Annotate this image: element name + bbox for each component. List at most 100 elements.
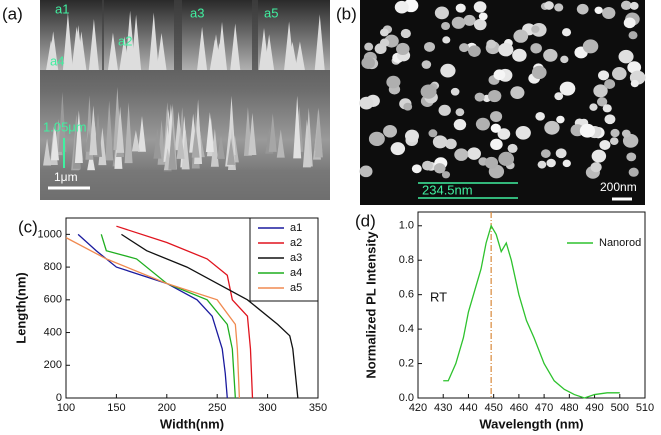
nanorod-top — [493, 69, 506, 80]
inset-label: a4 — [50, 53, 64, 68]
nanorod-top — [554, 92, 564, 101]
spike — [51, 123, 60, 161]
spike — [181, 129, 190, 170]
nanorod-top — [513, 29, 529, 43]
nanorod-top — [422, 160, 433, 171]
spike — [191, 125, 200, 158]
nanorod-top — [579, 123, 596, 138]
nanorod-top — [510, 86, 525, 99]
panel-label: (b) — [336, 4, 357, 23]
nanorod-top — [475, 117, 490, 131]
x-tick-label: 300 — [258, 402, 276, 414]
nanorod-top — [546, 158, 556, 168]
nanorod-top — [562, 159, 571, 168]
x-tick-label: 450 — [484, 402, 502, 414]
x-tick-label: 510 — [636, 402, 654, 414]
nanorod-top — [403, 102, 413, 111]
nanorod-top — [554, 3, 564, 12]
nanorod-top — [386, 75, 401, 89]
nanorod-top — [455, 108, 465, 117]
y-tick-label: 1000 — [38, 228, 62, 240]
spike — [46, 40, 57, 70]
nanorod-top — [440, 63, 456, 78]
size-label: 234.5nm — [422, 182, 473, 197]
spike — [205, 112, 214, 152]
nanorod-top — [455, 3, 466, 13]
nanorod-top — [441, 171, 451, 179]
y-axis-title: Normalized PL Intensity — [363, 231, 378, 379]
nanorod-top — [421, 60, 432, 69]
nanorod-top — [467, 147, 481, 160]
nanorod-top — [591, 149, 607, 163]
nanorod-top — [450, 87, 460, 96]
scale-label: 200nm — [600, 180, 637, 194]
spike — [88, 18, 99, 70]
spike — [43, 138, 52, 166]
nanorod-top — [515, 125, 531, 140]
nanorod-top — [593, 84, 608, 98]
spike — [107, 32, 118, 70]
nanorod-spikes — [43, 10, 325, 172]
nanorod-top — [582, 39, 599, 54]
x-tick-label: 250 — [208, 402, 226, 414]
nanorod-top — [621, 129, 631, 138]
nanorod-top — [544, 120, 560, 135]
spike — [314, 109, 323, 158]
nanorod-top — [359, 165, 373, 178]
nanorod-top — [490, 138, 503, 151]
y-tick-label: 0.8 — [399, 254, 414, 266]
nanorod-top — [487, 90, 502, 103]
nanorod-top — [596, 97, 608, 107]
nanorod-top — [368, 131, 385, 147]
spike — [210, 128, 219, 167]
inset-label: a1 — [55, 1, 69, 16]
nanorod-top — [445, 138, 457, 150]
legend-label: a3 — [290, 252, 302, 264]
nanorod-top — [404, 129, 420, 143]
spike — [197, 26, 208, 71]
nanorod-top — [628, 31, 638, 40]
nanorod-top — [473, 18, 487, 31]
legend-label: a4 — [290, 267, 302, 279]
nanorod-top — [598, 70, 610, 81]
sem-image-a: (a) a1 a2 a3 a5 a4 1.05μm 1μm — [2, 0, 330, 200]
x-tick-label: 350 — [309, 402, 327, 414]
y-tick-label: 400 — [44, 326, 62, 338]
nanorod-top — [604, 79, 616, 89]
spike — [284, 21, 295, 71]
nanorod-top — [490, 111, 503, 122]
panel-label: (a) — [2, 4, 23, 23]
x-tick-label: 420 — [409, 402, 427, 414]
spike — [58, 92, 67, 152]
y-tick-label: 600 — [44, 294, 62, 306]
nanorod-top — [594, 6, 603, 15]
nanorod-top — [531, 65, 547, 80]
spike — [105, 100, 114, 161]
nanorod-top — [609, 137, 619, 145]
x-tick-label: 460 — [510, 402, 528, 414]
nanorod-top — [364, 42, 374, 51]
legend-box — [249, 217, 319, 302]
series-line — [116, 225, 254, 399]
nanorod-top — [560, 55, 569, 64]
spike — [163, 124, 172, 162]
nanorod-top — [453, 119, 467, 131]
nanorod-top — [442, 36, 451, 44]
spike — [268, 113, 277, 152]
series-line — [100, 234, 236, 399]
spike — [314, 14, 325, 71]
series-line — [77, 233, 228, 399]
nanorod-top — [555, 148, 567, 159]
nanorod-top — [459, 43, 470, 53]
nanorod-top — [396, 42, 410, 55]
nanorod-top — [531, 25, 540, 33]
nanorod-top — [612, 67, 627, 81]
spike — [76, 31, 87, 70]
inset-label: a2 — [118, 33, 132, 48]
y-tick-label: 1.0 — [399, 220, 414, 232]
nanorod-top — [628, 167, 639, 177]
spike — [248, 112, 257, 156]
nanorod-top — [610, 128, 620, 138]
spike — [176, 127, 185, 159]
nanorod-top — [604, 114, 616, 125]
